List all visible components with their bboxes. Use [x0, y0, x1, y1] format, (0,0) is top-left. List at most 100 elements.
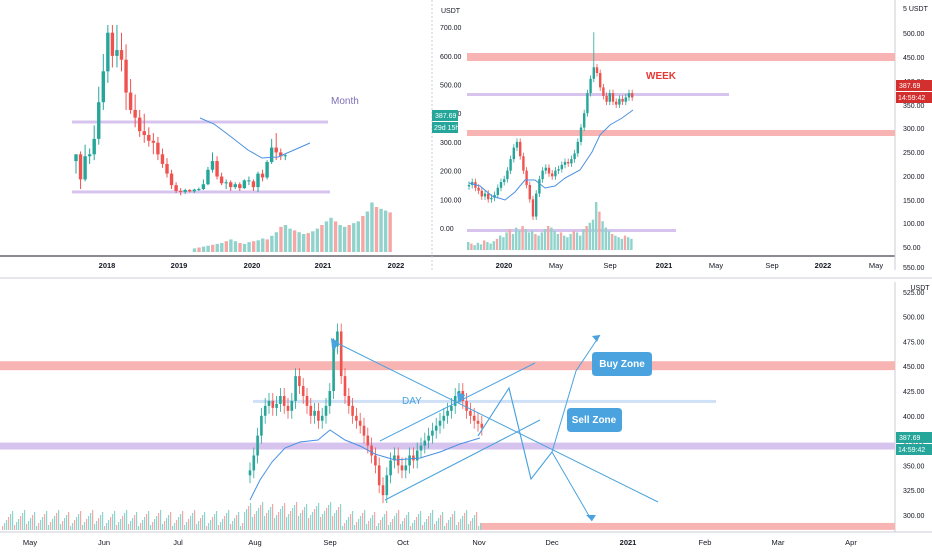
monthly-volume-bar	[311, 231, 315, 252]
daily-volume-bar	[24, 510, 26, 530]
daily-candle	[309, 405, 313, 416]
daily-volume-bar	[320, 517, 322, 530]
daily-volume-bar	[46, 511, 48, 530]
weekly-volume-bar	[505, 232, 508, 250]
monthly-candle	[215, 161, 219, 177]
daily-candle	[294, 376, 297, 401]
weekly-y-tick: 0.00	[440, 226, 454, 233]
daily-volume-bar	[290, 511, 292, 530]
daily-volume-bar	[426, 519, 428, 530]
daily-candle	[404, 465, 408, 471]
daily-upper-channel	[379, 362, 536, 442]
monthly-volume-bar	[342, 226, 347, 252]
weekly-candle	[611, 93, 615, 102]
daily-candle	[324, 405, 328, 416]
daily-volume-bar	[16, 522, 18, 530]
daily-volume-bar	[186, 522, 188, 530]
daily-volume-bar	[312, 512, 314, 530]
daily-volume-bar	[326, 508, 328, 530]
daily-volume-bar	[416, 517, 418, 530]
buy-zone-label[interactable]: Buy Zone	[599, 359, 645, 370]
daily-volume-bar	[406, 515, 408, 530]
daily-candle	[450, 405, 453, 411]
daily-y-tick: 425.00	[903, 389, 925, 396]
daily-volume-bar	[430, 513, 432, 530]
daily-candle	[317, 410, 320, 421]
sell-zone-label[interactable]: Sell Zone	[572, 415, 617, 426]
daily-volume-bar	[188, 519, 190, 530]
daily-volume-bar	[442, 512, 444, 530]
daily-y-tick: 475.00	[903, 339, 925, 346]
monthly-candle	[87, 154, 92, 157]
daily-volume-bar	[204, 512, 206, 530]
weekly-y-tick: 200.00	[440, 169, 462, 176]
weekly-volume-bar	[591, 219, 595, 250]
daily-volume-bar	[132, 518, 134, 530]
weekly-candle	[483, 193, 487, 197]
daily-candle	[431, 430, 434, 436]
monthly-candle	[256, 173, 260, 188]
daily-volume-bar	[198, 521, 200, 530]
buy-zone-callout[interactable]	[592, 352, 652, 376]
daily-volume-bar	[342, 526, 344, 530]
monthly-volume-bar	[274, 232, 279, 252]
daily-x-tick: Nov	[472, 538, 486, 547]
monthly-volume-bar	[324, 221, 329, 252]
sell-zone-callout[interactable]	[567, 408, 622, 432]
daily-candle	[442, 415, 446, 421]
daily-volume-bar	[82, 525, 84, 530]
daily-lower-channel	[384, 419, 541, 501]
weekly-volume-bar	[476, 242, 479, 250]
weekly-candle	[528, 184, 531, 200]
daily-volume-bar	[18, 519, 20, 530]
daily-volume-bar	[144, 517, 146, 530]
daily-candle	[290, 400, 294, 411]
weekly-candle	[567, 161, 570, 164]
monthly-volume-bar	[201, 246, 206, 252]
weekly-candle	[480, 190, 483, 197]
daily-volume-bar	[414, 520, 416, 530]
monthly-volume-bar	[379, 208, 383, 252]
monthly-volume-bar	[347, 225, 351, 252]
weekly-candle	[557, 169, 560, 171]
weekly-volume-bar	[579, 235, 582, 250]
daily-volume-bar	[364, 510, 366, 530]
daily-price-tag	[896, 432, 932, 443]
right-time-tag	[896, 92, 932, 103]
weekly-volume-bar	[521, 226, 524, 250]
monthly-volume-bar	[242, 243, 247, 252]
daily-candle	[385, 475, 389, 496]
daily-volume-bar	[96, 521, 98, 530]
daily-volume-bar	[122, 516, 124, 530]
daily-volume-bar	[262, 502, 264, 530]
daily-candle	[374, 455, 377, 466]
daily-volume-bar	[338, 507, 340, 530]
monthly-volume-bar	[238, 243, 242, 252]
monthly-candle	[165, 163, 169, 174]
monthly-candle	[151, 140, 156, 143]
daily-candle	[393, 455, 396, 461]
daily-candle	[275, 403, 278, 408]
monthly-volume-bar	[292, 230, 297, 252]
daily-volume-bar	[166, 518, 168, 530]
weekly-annotation: WEEK	[646, 71, 677, 82]
daily-volume-bar	[318, 503, 320, 530]
weekly-volume-bar	[614, 235, 617, 250]
weekly-volume-bar	[575, 232, 579, 250]
daily-volume-bar	[114, 511, 116, 530]
daily-candle	[370, 445, 373, 456]
weekly-ma-line	[468, 109, 634, 201]
daily-volume-bar	[202, 515, 204, 530]
daily-volume-bar	[392, 519, 394, 530]
daily-volume-bar	[376, 526, 378, 530]
daily-volume-bar	[238, 512, 240, 530]
daily-candle	[438, 420, 442, 426]
monthly-volume-bar	[192, 248, 197, 252]
daily-volume-bar	[182, 511, 184, 530]
monthly-candle	[119, 50, 124, 60]
daily-volume-bar	[306, 504, 308, 530]
daily-volume-bar	[230, 524, 232, 530]
daily-volume-bar	[28, 521, 30, 530]
daily-volume-bar	[298, 516, 300, 530]
